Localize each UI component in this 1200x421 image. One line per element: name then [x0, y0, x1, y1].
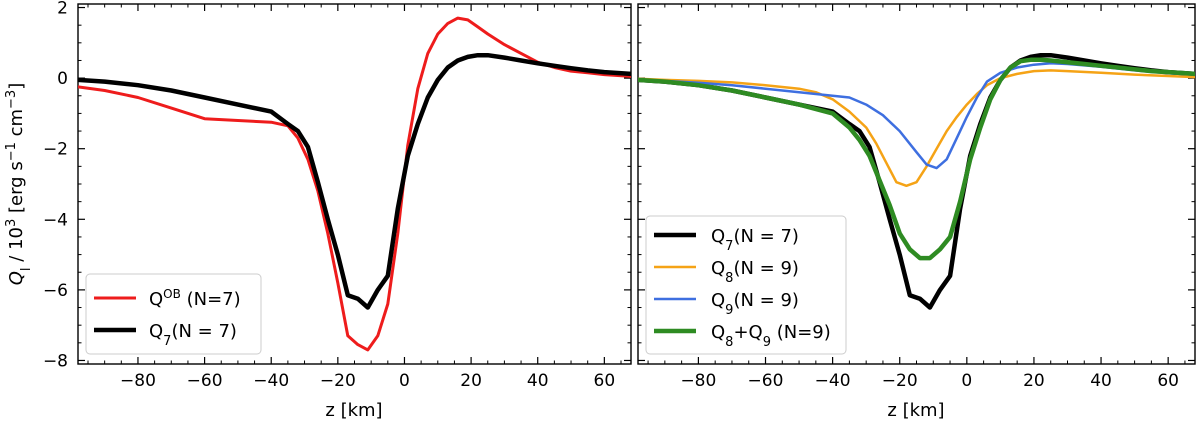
right-legend-label-q9: Q9(N = 9): [711, 290, 799, 318]
left-x-tick-labels: −80 −60 −40 −20 0 20 40 60: [120, 371, 615, 391]
left-xtick-label: −60: [187, 371, 223, 391]
left-series-line-0: [78, 16, 631, 352]
right-legend-label-q8q9: Q8+Q9 (N=9): [711, 322, 831, 350]
right-x-tick-labels: −80 −60 −40 −20 0 20 40 60: [680, 371, 1179, 391]
right-xtick-label: 40: [1090, 371, 1112, 391]
left-series-line-1: [78, 52, 631, 310]
left-ticks: [78, 4, 631, 364]
left-ytick-label: −2: [43, 140, 68, 160]
right-series-line-3: [638, 57, 1195, 261]
right-legend-label-q7: Q7(N = 7): [711, 226, 799, 254]
left-xtick-label: −40: [253, 371, 289, 391]
right-x-axis-label: z [km]: [887, 400, 944, 421]
right-xtick-label: −40: [815, 371, 851, 391]
right-xtick-label: 0: [961, 371, 972, 391]
left-xtick-label: 60: [594, 371, 616, 391]
right-xtick-label: −60: [748, 371, 784, 391]
right-legend-box: [645, 215, 847, 355]
right-panel: −80 −60 −40 −20 0 20 40 60 z [km] Q7(N = 7) Q8(…: [637, 3, 1196, 421]
left-y-axis-label: Ql / 103 [erg s−1 cm−3]: [4, 83, 34, 285]
left-xtick-label: 0: [399, 371, 410, 391]
left-legend: QOB (N=7) Q7(N = 7): [85, 273, 262, 355]
right-series-lines: [638, 52, 1195, 310]
right-xtick-label: 60: [1157, 371, 1179, 391]
left-legend-label-q7: Q7(N = 7): [149, 321, 237, 349]
left-legend-label-qob: QOB (N=7): [149, 287, 241, 310]
right-xtick-label: −80: [680, 371, 716, 391]
left-ytick-label: 2: [57, 0, 68, 19]
right-legend-label-q8: Q8(N = 9): [711, 258, 799, 286]
right-ticks: [638, 4, 1195, 364]
left-ytick-label: −4: [43, 210, 68, 230]
right-series-line-2: [638, 62, 1195, 170]
left-y-tick-labels: 2 0 −2 −4 −6 −8: [43, 0, 68, 371]
left-xtick-label: 20: [460, 371, 482, 391]
left-ytick-label: −8: [43, 351, 68, 371]
right-series-line-1: [638, 69, 1195, 188]
left-x-axis-label: z [km]: [325, 400, 382, 421]
left-series-lines: [78, 16, 631, 352]
left-ytick-label: 0: [57, 69, 68, 89]
left-xtick-label: 40: [527, 371, 549, 391]
left-ytick-label: −6: [43, 281, 68, 301]
left-xtick-label: −80: [120, 371, 156, 391]
left-xtick-label: −20: [320, 371, 356, 391]
right-xtick-label: 20: [1023, 371, 1045, 391]
right-xtick-label: −20: [882, 371, 918, 391]
left-panel: −80 −60 −40 −20 0 20 40 60 20−2−4−6−8 z [km] Ql…: [4, 0, 632, 421]
right-legend: Q7(N = 7) Q8(N = 9) Q9(N = 9) Q8+Q9 (N=9…: [645, 215, 847, 355]
left-legend-box: [85, 273, 262, 355]
